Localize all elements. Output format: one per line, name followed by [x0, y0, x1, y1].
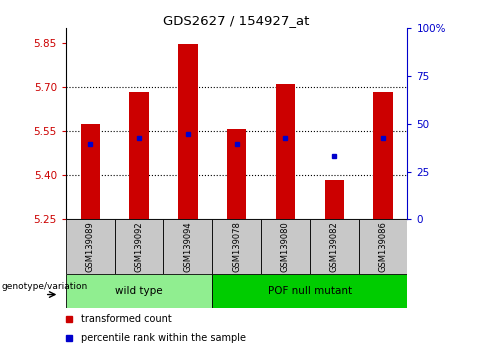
Text: GSM139086: GSM139086	[379, 222, 387, 272]
Bar	[129, 92, 149, 219]
Text: POF null mutant: POF null mutant	[268, 286, 352, 296]
Bar	[359, 219, 407, 274]
Bar	[261, 219, 310, 274]
Bar	[115, 219, 163, 274]
Text: GSM139078: GSM139078	[232, 222, 241, 272]
Bar	[227, 129, 246, 219]
Text: transformed count: transformed count	[81, 314, 172, 324]
Text: wild type: wild type	[115, 286, 163, 296]
Bar	[178, 44, 198, 219]
Bar	[373, 92, 393, 219]
Bar	[310, 219, 359, 274]
Text: GSM139092: GSM139092	[135, 222, 143, 272]
Text: GSM139082: GSM139082	[330, 222, 339, 272]
Title: GDS2627 / 154927_at: GDS2627 / 154927_at	[163, 14, 310, 27]
Bar	[163, 219, 212, 274]
Text: percentile rank within the sample: percentile rank within the sample	[81, 333, 246, 343]
Bar	[276, 84, 295, 219]
Text: GSM139080: GSM139080	[281, 222, 290, 272]
Bar	[66, 274, 212, 308]
Bar	[325, 181, 344, 219]
Bar	[66, 219, 115, 274]
Bar	[212, 274, 407, 308]
Text: GSM139094: GSM139094	[183, 222, 192, 272]
Text: GSM139089: GSM139089	[86, 222, 95, 272]
Bar	[81, 124, 100, 219]
Text: genotype/variation: genotype/variation	[1, 282, 87, 291]
Bar	[212, 219, 261, 274]
